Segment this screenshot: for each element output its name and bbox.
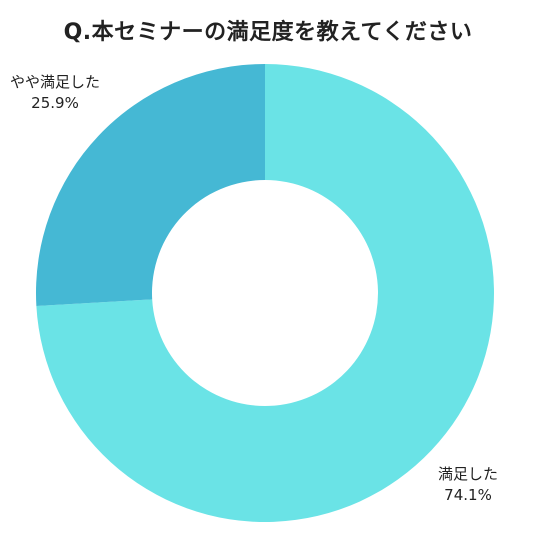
slice-label-value-2: 25.9% — [31, 94, 79, 112]
slice-label-value-1: 74.1% — [444, 486, 492, 504]
slice-label-name-1: 満足した — [438, 465, 498, 483]
chart-title: Q.本セミナーの満足度を教えてください — [63, 20, 473, 45]
slice-label-name-2: やや満足した — [10, 73, 100, 91]
slices-group — [36, 64, 495, 523]
slice-2 — [36, 64, 265, 306]
slice-1 — [36, 64, 495, 523]
